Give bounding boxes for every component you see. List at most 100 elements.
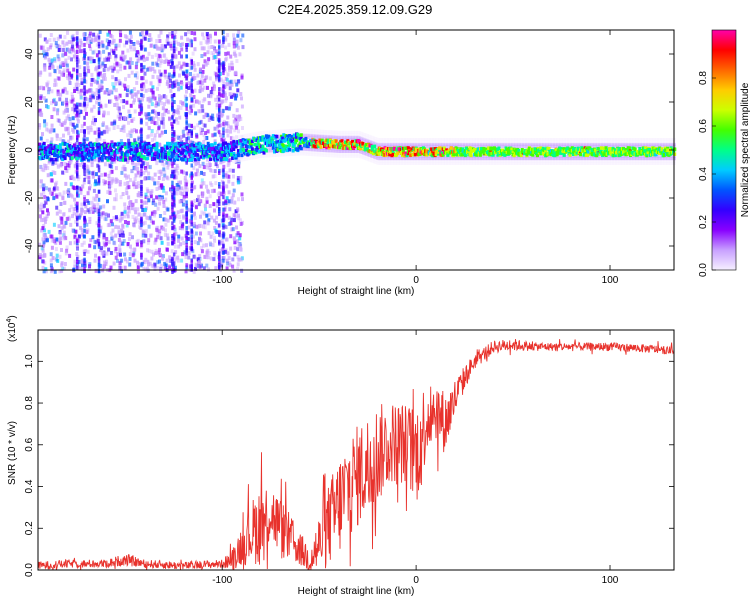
spectrogram-cell: [303, 152, 306, 156]
spectrogram-cell: [401, 157, 403, 161]
spectrogram-cell: [371, 140, 374, 144]
spectrogram-cell: [109, 251, 113, 255]
spectrogram-cell: [137, 218, 141, 223]
spectrogram-cell: [113, 62, 117, 67]
spectrogram-cell: [359, 150, 362, 154]
spectrogram-cell: [486, 138, 489, 141]
spectrogram-cell: [153, 201, 157, 206]
spectrogram-cell: [228, 86, 232, 91]
spectrogram-cell: [69, 136, 73, 141]
spectrogram-cell: [534, 159, 537, 163]
spectrogram-cell: [76, 208, 79, 213]
spectrogram-cell: [83, 129, 86, 134]
spectrogram-cell: [219, 133, 222, 138]
spectrogram-cell: [51, 256, 55, 261]
spectrogram-cell: [195, 263, 199, 268]
spectrogram-cell: [523, 159, 526, 163]
spectrogram-cell: [226, 133, 230, 138]
spectrogram-cell: [147, 238, 151, 243]
spectrogram-cell: [348, 133, 351, 137]
spectrogram-cell: [42, 168, 46, 173]
spectrogram-cell: [300, 152, 303, 156]
spectrogram-cell: [147, 198, 151, 203]
spectrogram-cell: [48, 155, 52, 160]
spectrogram-cell: [258, 133, 261, 137]
spectrogram-cell: [144, 112, 148, 117]
spectrogram-cell: [548, 138, 551, 141]
spectrogram-cell: [213, 48, 216, 53]
spectrogram-cell: [42, 64, 46, 69]
spectrogram-cell: [340, 130, 343, 134]
spectrogram-cell: [174, 40, 178, 45]
spectrogram-cell: [461, 162, 464, 165]
spectrogram-cell: [162, 217, 166, 222]
spectrogram-cell: [187, 123, 191, 128]
spectrogram-cell: [205, 184, 208, 189]
spectrogram-cell: [49, 252, 53, 257]
spectrogram-cell: [135, 61, 139, 66]
spectrogram-cell: [174, 117, 178, 122]
spectrogram-cell: [241, 126, 244, 130]
spectrogram-cell: [323, 129, 326, 133]
spectrogram-cell: [433, 142, 436, 146]
spectrogram-cell: [371, 135, 374, 139]
spectrogram-cell: [217, 230, 221, 235]
spectrogram-cell: [546, 157, 549, 161]
spectrogram-cell: [231, 264, 235, 269]
spectrogram-cell: [224, 84, 228, 89]
spectrogram-cell: [71, 214, 74, 219]
spectrogram-cell: [72, 186, 76, 191]
spectrogram-cell: [206, 221, 210, 226]
spectrogram-cell: [385, 159, 388, 163]
spectrogram-cell: [300, 150, 303, 153]
spectrogram-cell: [385, 138, 388, 141]
spectrogram-cell: [477, 162, 479, 165]
spectrogram-cell: [142, 161, 146, 166]
spectrogram-cell: [114, 57, 118, 62]
spectrogram-cell: [186, 131, 190, 136]
spectrogram-cell: [190, 240, 193, 245]
spectrogram-cell: [528, 162, 531, 165]
spectrogram-cell: [197, 223, 201, 228]
spectrogram-cell: [78, 109, 82, 114]
spectrogram-cell: [297, 128, 300, 132]
spectrogram-cell: [133, 185, 137, 190]
spectrogram-cell: [42, 203, 46, 208]
spectrogram-cell: [152, 178, 156, 182]
spectrogram-cell: [376, 159, 379, 163]
spectrogram-cell: [143, 207, 147, 212]
spectrogram-cell: [176, 171, 180, 176]
spectrogram-cell: [574, 154, 577, 158]
spectrogram-cell: [42, 96, 46, 101]
spectrogram-cell: [487, 157, 490, 161]
spectrogram-cell: [218, 69, 221, 74]
spectrogram-cell: [306, 152, 309, 156]
spectrogram-cell: [197, 160, 200, 165]
spectrogram-cell: [147, 134, 151, 139]
spectrogram-cell: [56, 91, 60, 96]
spectrogram-cell: [125, 259, 129, 264]
spectrogram-cell: [317, 151, 320, 155]
spectrogram-cell: [329, 132, 332, 136]
spectrogram-cell: [517, 140, 520, 144]
spectrogram-cell: [188, 129, 191, 134]
spectrogram-cell: [141, 208, 145, 212]
spectrogram-cell: [325, 130, 327, 133]
spectrogram-cell: [91, 209, 95, 214]
spectrogram-cell: [360, 139, 363, 142]
spectrogram-cell: [218, 184, 221, 189]
spectrogram-cell: [337, 133, 340, 137]
spectrogram-cell: [489, 140, 492, 144]
spectrogram-cell: [193, 37, 197, 42]
spectrogram-cell: [309, 136, 312, 140]
spectrogram-cell: [210, 51, 214, 55]
spectrogram-cell: [356, 135, 358, 139]
spectrogram-cell: [213, 144, 217, 149]
spectrogram-cell: [380, 140, 383, 144]
spectrogram-cell: [43, 37, 47, 42]
spectrogram-cell: [153, 213, 157, 218]
spectrogram-cell: [306, 131, 309, 135]
spectrogram-cell: [161, 177, 165, 181]
spectrogram-cell: [427, 157, 430, 161]
spectrogram-cell: [189, 140, 192, 145]
